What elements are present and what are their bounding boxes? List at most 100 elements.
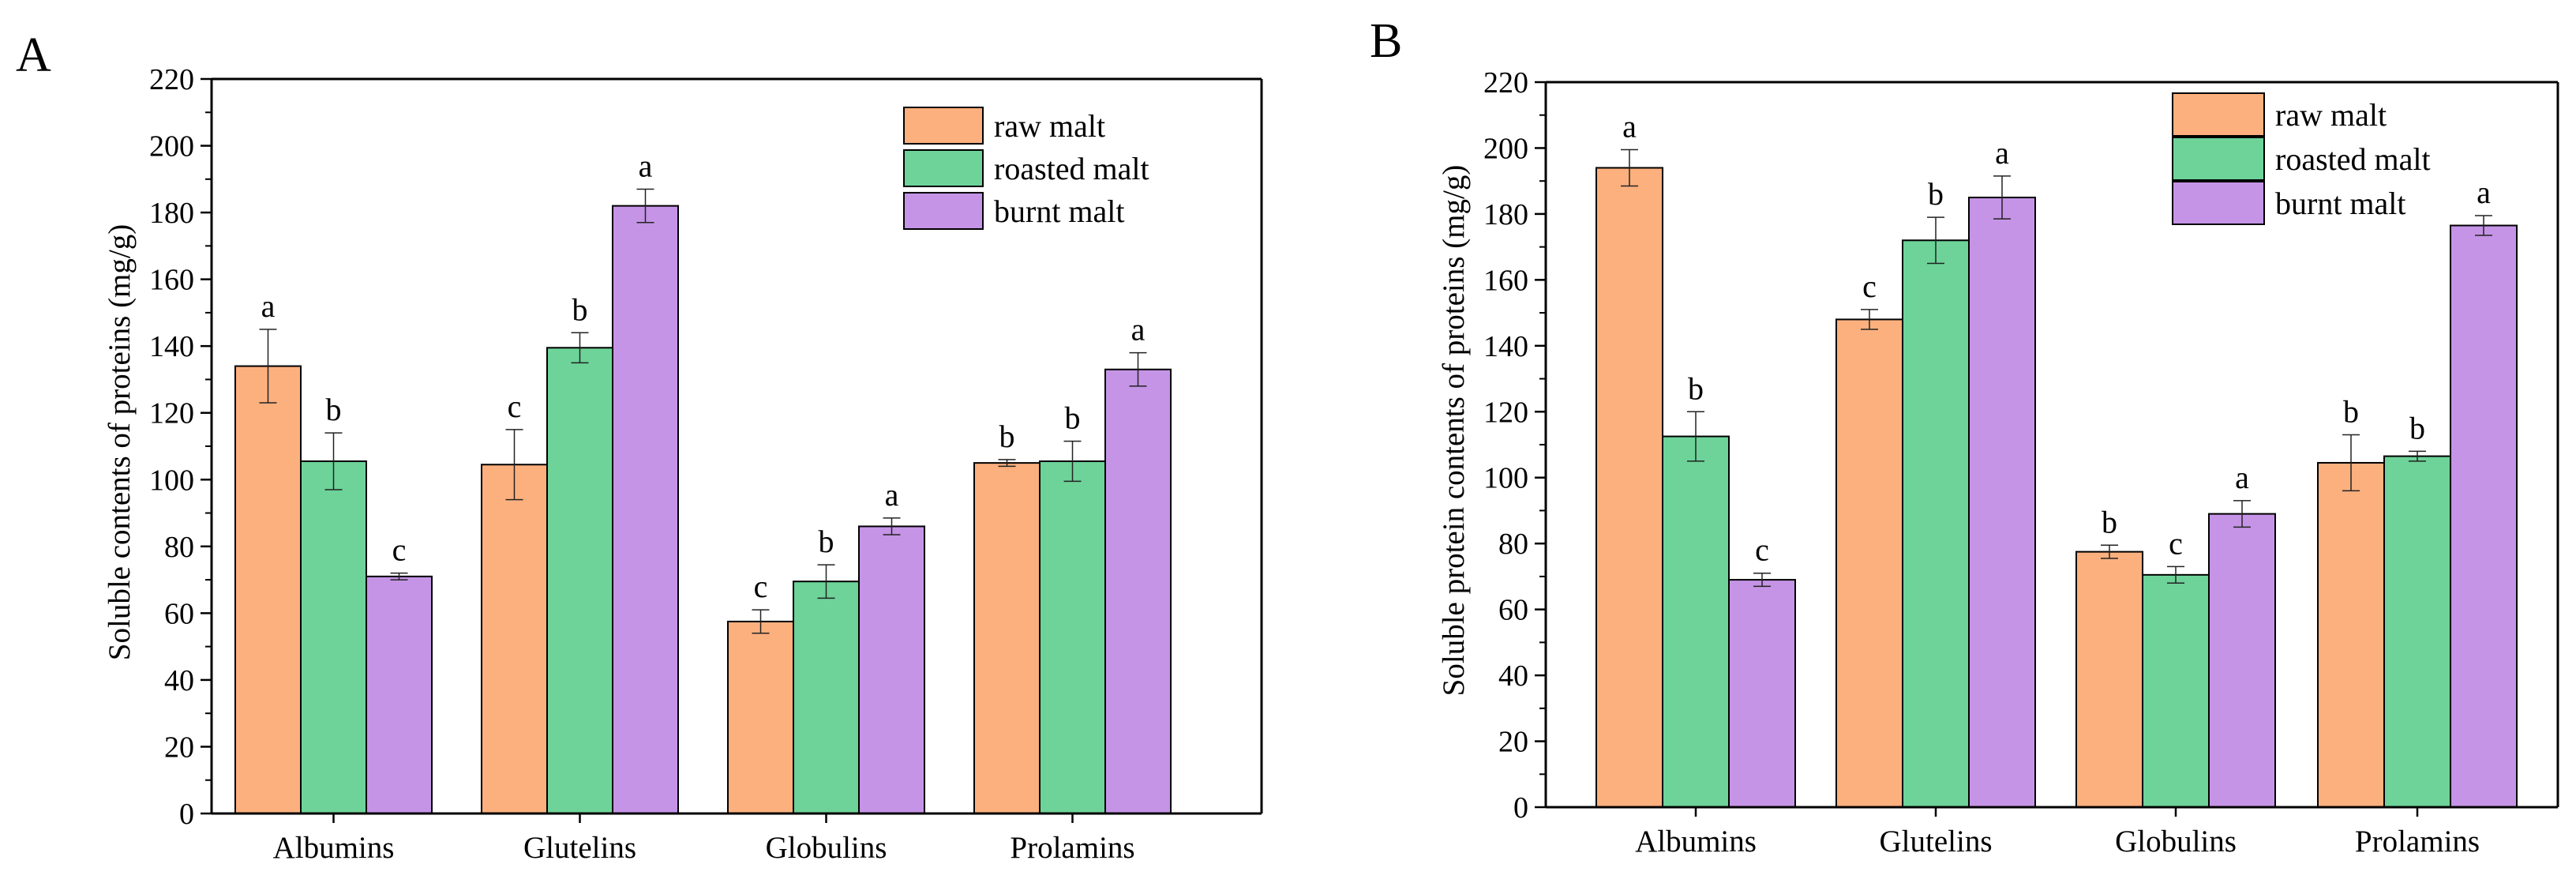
error-bar: [1621, 148, 1638, 187]
error-bar: [571, 332, 589, 364]
bar-albumins-burnt-malt: [1728, 579, 1796, 809]
y-tick-label: 40: [1498, 659, 1528, 693]
bar-albumins-raw-malt: [1595, 167, 1663, 808]
significance-label: b: [1688, 370, 1704, 406]
x-tick-label: Prolamins: [1010, 831, 1134, 865]
bar-prolamins-raw-malt: [973, 462, 1041, 814]
significance-label: b: [2409, 410, 2425, 445]
bar-prolamins-burnt-malt: [1104, 368, 1172, 815]
bar-globulins-raw-malt: [2075, 550, 2143, 808]
error-bar: [2409, 450, 2426, 462]
y-tick-label: 180: [149, 197, 194, 230]
bar-albumins-roasted-malt: [1662, 435, 1730, 808]
x-tick-label: Albumins: [1635, 825, 1757, 859]
bar-globulins-burnt-malt: [858, 525, 925, 814]
y-tick-label: 220: [149, 63, 194, 96]
y-tick-label: 80: [1498, 528, 1528, 561]
bar-glutelins-roasted-malt: [1902, 239, 1970, 809]
bar-albumins-roasted-malt: [300, 460, 367, 814]
y-tick-label: 160: [1483, 264, 1528, 297]
y-tick-label: 220: [1483, 66, 1528, 100]
legend: raw malt roasted malt burnt malt: [2172, 92, 2431, 225]
significance-label: a: [1131, 312, 1146, 348]
significance-label: c: [754, 569, 768, 604]
legend: raw malt roasted malt burnt malt: [903, 107, 1149, 230]
panel-label: B: [1370, 14, 1402, 68]
bar-chart-b: B Soluble protein contents of proteins (…: [1370, 14, 2559, 859]
significance-label: b: [572, 291, 588, 327]
significance-label: a: [639, 148, 653, 184]
y-axis-title: Soluble contents of proteins (mg/g): [103, 224, 137, 660]
y-tick-label: 200: [149, 130, 194, 163]
error-bar: [1687, 411, 1704, 462]
error-bar: [636, 188, 654, 224]
legend-label: burnt malt: [2275, 186, 2406, 221]
error-bar: [390, 572, 408, 581]
error-bar: [1993, 175, 2011, 220]
significance-label: a: [261, 288, 276, 324]
error-bar: [2342, 434, 2360, 492]
y-axis-title: Soluble protein contents of proteins (mg…: [1437, 165, 1471, 697]
error-bar: [259, 329, 277, 404]
legend-swatch: [903, 192, 984, 230]
bar-globulins-roasted-malt: [793, 581, 860, 814]
bar-glutelins-raw-malt: [1835, 318, 1903, 809]
significance-label: a: [1622, 109, 1637, 145]
bar-globulins-roasted-malt: [2142, 573, 2210, 809]
y-tick-label: 200: [1483, 132, 1528, 165]
bar-albumins-burnt-malt: [366, 575, 433, 814]
y-tick-label: 120: [149, 397, 194, 430]
y-tick-label: 160: [149, 264, 194, 297]
y-tick-label: 100: [1483, 462, 1528, 495]
x-tick-label: Glutelins: [1880, 825, 1993, 859]
bar-glutelins-burnt-malt: [612, 205, 679, 814]
y-tick-label: 180: [1483, 198, 1528, 231]
significance-label: a: [2477, 175, 2491, 210]
panel-label: A: [16, 28, 51, 82]
significance-label: b: [999, 419, 1015, 454]
legend-label: burnt malt: [994, 194, 1125, 229]
y-tick-label: 80: [164, 531, 194, 564]
error-bar: [998, 459, 1016, 468]
legend-label: roasted malt: [2275, 141, 2431, 177]
error-bar: [2475, 215, 2492, 236]
legend-swatch: [903, 107, 984, 145]
error-bar: [1129, 351, 1147, 387]
significance-label: b: [819, 524, 834, 559]
y-tick-label: 60: [164, 597, 194, 630]
x-tick-label: Globulins: [766, 831, 887, 865]
error-bar: [2101, 544, 2118, 559]
plot-area: a c b b b b c b c a a a 0 20 40 60 80 100 120 140 160 180 200 2…: [1483, 66, 2559, 859]
error-bar: [883, 517, 901, 535]
bar-prolamins-raw-malt: [2317, 461, 2385, 808]
legend-swatch: [2172, 137, 2265, 181]
significance-label: a: [2235, 460, 2249, 495]
error-bar: [2167, 565, 2184, 584]
y-tick-label: 0: [1513, 791, 1528, 825]
y-tick-label: 20: [1498, 726, 1528, 759]
bar-chart-a: A Soluble contents of proteins (mg/g) a c…: [16, 28, 1263, 865]
significance-label: b: [1065, 400, 1081, 436]
significance-label: b: [326, 392, 342, 427]
y-tick-label: 140: [1483, 330, 1528, 363]
error-bar: [752, 609, 770, 634]
x-tick-label: Globulins: [2115, 825, 2237, 859]
y-tick-label: 0: [179, 798, 194, 831]
significance-label: b: [1928, 176, 1944, 212]
bar-prolamins-roasted-malt: [2383, 455, 2451, 808]
significance-label: c: [508, 389, 522, 424]
x-tick-label: Prolamins: [2355, 825, 2480, 859]
legend-swatch: [2172, 181, 2265, 225]
significance-label: a: [885, 477, 899, 513]
legend-label: raw malt: [2275, 97, 2387, 133]
bar-glutelins-raw-malt: [481, 464, 548, 814]
error-bar: [324, 432, 343, 490]
error-bar: [817, 564, 835, 599]
bar-prolamins-roasted-malt: [1039, 460, 1106, 814]
y-tick-label: 140: [149, 330, 194, 363]
y-tick-label: 60: [1498, 594, 1528, 627]
significance-label: a: [1995, 135, 2009, 171]
error-bar: [1063, 440, 1082, 483]
bar-albumins-raw-malt: [234, 365, 302, 814]
y-tick-label: 20: [164, 731, 194, 764]
